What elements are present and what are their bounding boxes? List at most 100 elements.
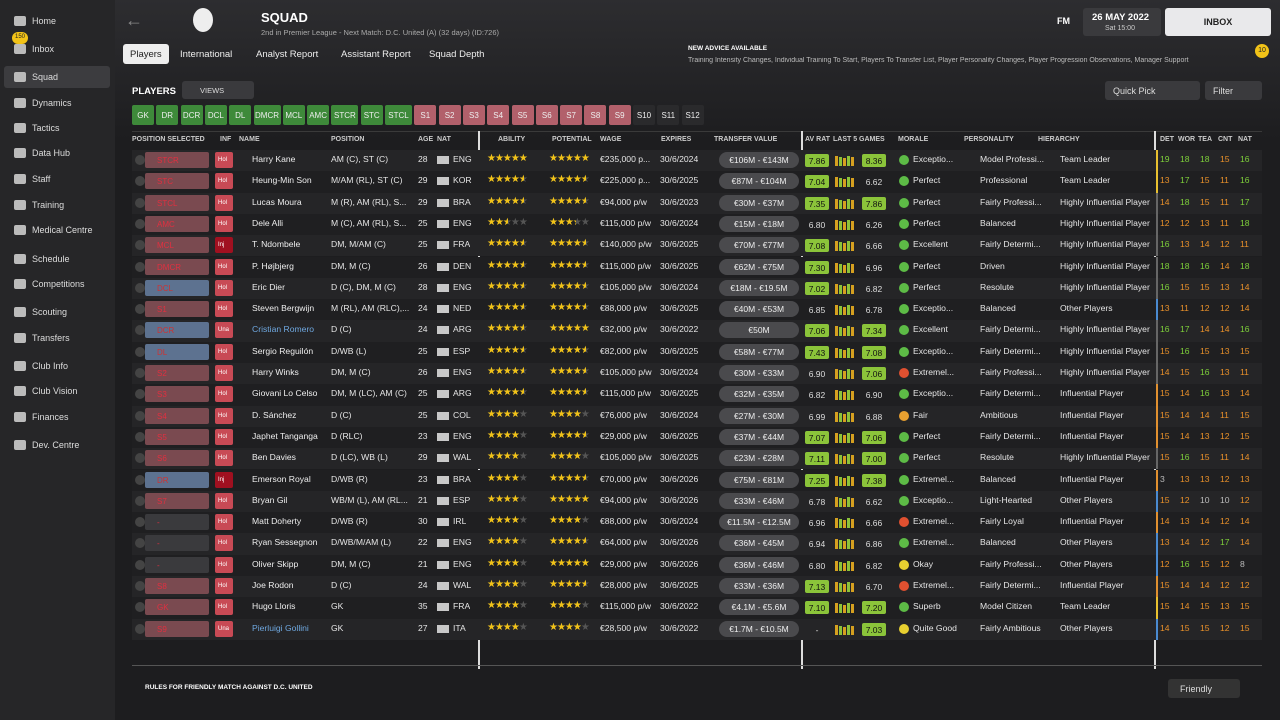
nav-item[interactable]: Tactics (4, 117, 110, 139)
tab[interactable]: Analyst Report (256, 49, 319, 60)
player-row[interactable]: S5 Hol Japhet Tanganga D (RLC) 23 ENG ★★★★★ ★★★… (132, 426, 1262, 449)
nav-item[interactable]: Staff (4, 168, 110, 190)
player-row[interactable]: S7 Hol Bryan Gil WB/M (L), AM (RL... 21 ESP ★★… (132, 490, 1262, 513)
player-row[interactable]: AMC Hol Dele Alli M (C), AM (RL), S... 25 ENG… (132, 213, 1262, 236)
position-filter[interactable]: S8 (584, 105, 607, 125)
player-row[interactable]: STCL Hol Lucas Moura M (R), AM (RL), S... 29… (132, 192, 1262, 214)
nav-item[interactable]: Dynamics (4, 92, 110, 114)
player-row[interactable]: S1 Hol Steven Bergwijn M (RL), AM (RLC),...… (132, 299, 1262, 321)
ability-stars: ★★★★★★★★★★ (487, 366, 528, 377)
player-row[interactable]: - Hol Ryan Sessegnon D/WB/M/AM (L) 22 ENG ★★★★… (132, 533, 1262, 555)
nav-item[interactable]: Competitions (4, 273, 110, 295)
morale-icon (899, 282, 909, 293)
position-filter[interactable]: GK (132, 105, 154, 125)
player-row[interactable]: STCR Hol Harry Kane AM (C), ST (C) 28 ENG ★★★★… (132, 150, 1262, 172)
position-filter[interactable]: S7 (560, 105, 583, 125)
position-filter[interactable]: DCR (180, 105, 203, 125)
player-row[interactable]: DL Hol Sergio Reguilón D/WB (L) 25 ESP ★★★★★ ★★… (132, 341, 1262, 363)
position-filter[interactable]: S6 (535, 105, 558, 125)
potential-stars: ★★★★★★★★★★ (549, 344, 590, 356)
nav-item[interactable]: Squad (4, 66, 110, 88)
player-row[interactable]: DMCR Hol P. Højbjerg DM, M (C) 26 DEN ★★★★★ ★★★… (132, 256, 1262, 278)
position-filter[interactable]: STC (360, 105, 383, 125)
nav-item[interactable]: Medical Centre (4, 219, 110, 241)
nat: ENG (453, 367, 472, 377)
player-row[interactable]: S3 Hol Giovani Lo Celso DM, M (LC), AM (C) 2… (132, 384, 1262, 406)
form-bar (847, 156, 850, 166)
position-filter[interactable]: STCR (331, 105, 359, 125)
position-filter[interactable]: DL (229, 105, 252, 125)
player-row[interactable]: S9 Una Pierluigi Gollini GK 27 ITA ★★★★★ ★★★★ ★★… (132, 618, 1262, 640)
player-row[interactable]: S2 Hol Harry Winks DM, M (C) 26 ENG ★★★★★ ★★★★★… (132, 363, 1262, 385)
player-row[interactable]: S6 Hol Ben Davies D (LC), WB (L) 29 WAL ★★★★★ ★… (132, 448, 1262, 470)
position-filter[interactable]: S11 (657, 105, 680, 125)
fm-logo[interactable]: FM (1057, 16, 1070, 26)
player-row[interactable]: - Hol Oliver Skipp DM, M (C) 21 ENG ★★★★★ ★★★★ ★… (132, 554, 1262, 576)
inbox-button[interactable]: INBOX (1165, 8, 1271, 36)
nav-item[interactable]: Data Hub (4, 142, 110, 164)
player-row[interactable]: DR Inj Emerson Royal D/WB (R) 23 BRA ★★★★★ ★★★★… (132, 469, 1262, 491)
tab[interactable]: Assistant Report (341, 49, 411, 60)
position-filter[interactable]: DMCR (253, 105, 281, 125)
position-filter[interactable]: S1 (414, 105, 437, 125)
name: Eric Dier (252, 281, 285, 292)
ability-stars: ★★★★★★★★★★ (487, 344, 528, 356)
nav-item[interactable]: Scouting (4, 301, 110, 323)
position: D (C), DM, M (C) (331, 281, 396, 292)
back-button[interactable]: ← (125, 10, 143, 30)
form-bar (843, 626, 846, 635)
hierarchy: Highly Influential Player (1060, 217, 1150, 228)
nav-item[interactable]: Transfers (4, 327, 110, 349)
player-row[interactable]: GK Hol Hugo Lloris GK 35 FRA ★★★★★ ★★★★ ★★★★★ ★★★… (132, 597, 1262, 619)
position-filter[interactable]: S5 (511, 105, 534, 125)
nav-item[interactable]: Club Info (4, 355, 110, 377)
player-row[interactable]: DCR Una Cristian Romero D (C) 24 ARG ★★★★★ ★★★★… (132, 320, 1262, 342)
player-row[interactable]: S4 Hol D. Sánchez D (C) 25 COL ★★★★★ ★★★★ ★★★★★ ★… (132, 405, 1262, 427)
position-filter[interactable]: S9 (608, 105, 631, 125)
attribute: 15 (1200, 558, 1210, 569)
position-filter[interactable]: MCL (282, 105, 305, 125)
tab[interactable]: Players (123, 44, 169, 64)
nav-item[interactable]: Finances (4, 406, 110, 428)
views-button[interactable]: VIEWS (182, 81, 254, 99)
attribute: 16 (1240, 324, 1250, 335)
wage: €88,000 p/w (600, 516, 647, 527)
nav-item[interactable]: Home (4, 10, 110, 32)
position-filter[interactable]: DCL (204, 105, 227, 125)
nav-item[interactable]: Training (4, 194, 110, 216)
nav-item[interactable]: Club Vision (4, 380, 110, 402)
position-filter[interactable]: AMC (307, 105, 330, 125)
attribute: 12 (1160, 558, 1170, 569)
player-row[interactable]: MCL Inj T. Ndombele DM, M/AM (C) 25 FRA ★★★★★ ★… (132, 235, 1262, 257)
quick-pick[interactable]: Quick Pick (1105, 81, 1200, 100)
player-row[interactable]: S8 Hol Joe Rodon D (C) 24 WAL ★★★★★ ★★★★ ★★★★★ ★★… (132, 576, 1262, 598)
player-row[interactable]: DCL Hol Eric Dier D (C), DM, M (C) 28 ENG ★★★★… (132, 277, 1262, 300)
date-box[interactable] (1083, 8, 1161, 36)
expires: 30/6/2026 (660, 494, 699, 505)
attribute: 12 (1180, 217, 1190, 228)
friendly-dropdown[interactable]: Friendly (1168, 679, 1240, 698)
nav-item[interactable]: Inbox (4, 38, 110, 60)
position-filter[interactable]: S4 (487, 105, 510, 125)
nav-item[interactable]: Dev. Centre (4, 434, 110, 456)
form-bar (851, 327, 854, 337)
position-filter[interactable]: S3 (462, 105, 485, 125)
position-filter[interactable]: STCL (385, 105, 412, 125)
player-row[interactable]: - Hol Matt Doherty D/WB (R) 30 IRL ★★★★★ ★★★★ ★★… (132, 512, 1262, 534)
filter[interactable]: Filter (1205, 81, 1262, 100)
nav-item[interactable]: Schedule (4, 248, 110, 270)
attribute: 18 (1180, 154, 1190, 164)
value: €50M (719, 322, 799, 339)
value: €23M - €28M (719, 450, 799, 467)
avrat: 6.85 (808, 305, 826, 316)
player-row[interactable]: STC Hol Heung-Min Son M/AM (RL), ST (C) 29 KO… (132, 171, 1262, 193)
tab[interactable]: Squad Depth (429, 49, 485, 60)
position-filter[interactable]: S12 (681, 105, 704, 125)
position: D (C) (331, 324, 352, 335)
column-header: HIERARCHY (1038, 136, 1080, 143)
position-filter[interactable]: DR (156, 105, 179, 125)
select-check (135, 176, 145, 187)
position-filter[interactable]: S2 (438, 105, 461, 125)
tab[interactable]: International (180, 49, 233, 60)
position-filter[interactable]: S10 (633, 105, 655, 125)
